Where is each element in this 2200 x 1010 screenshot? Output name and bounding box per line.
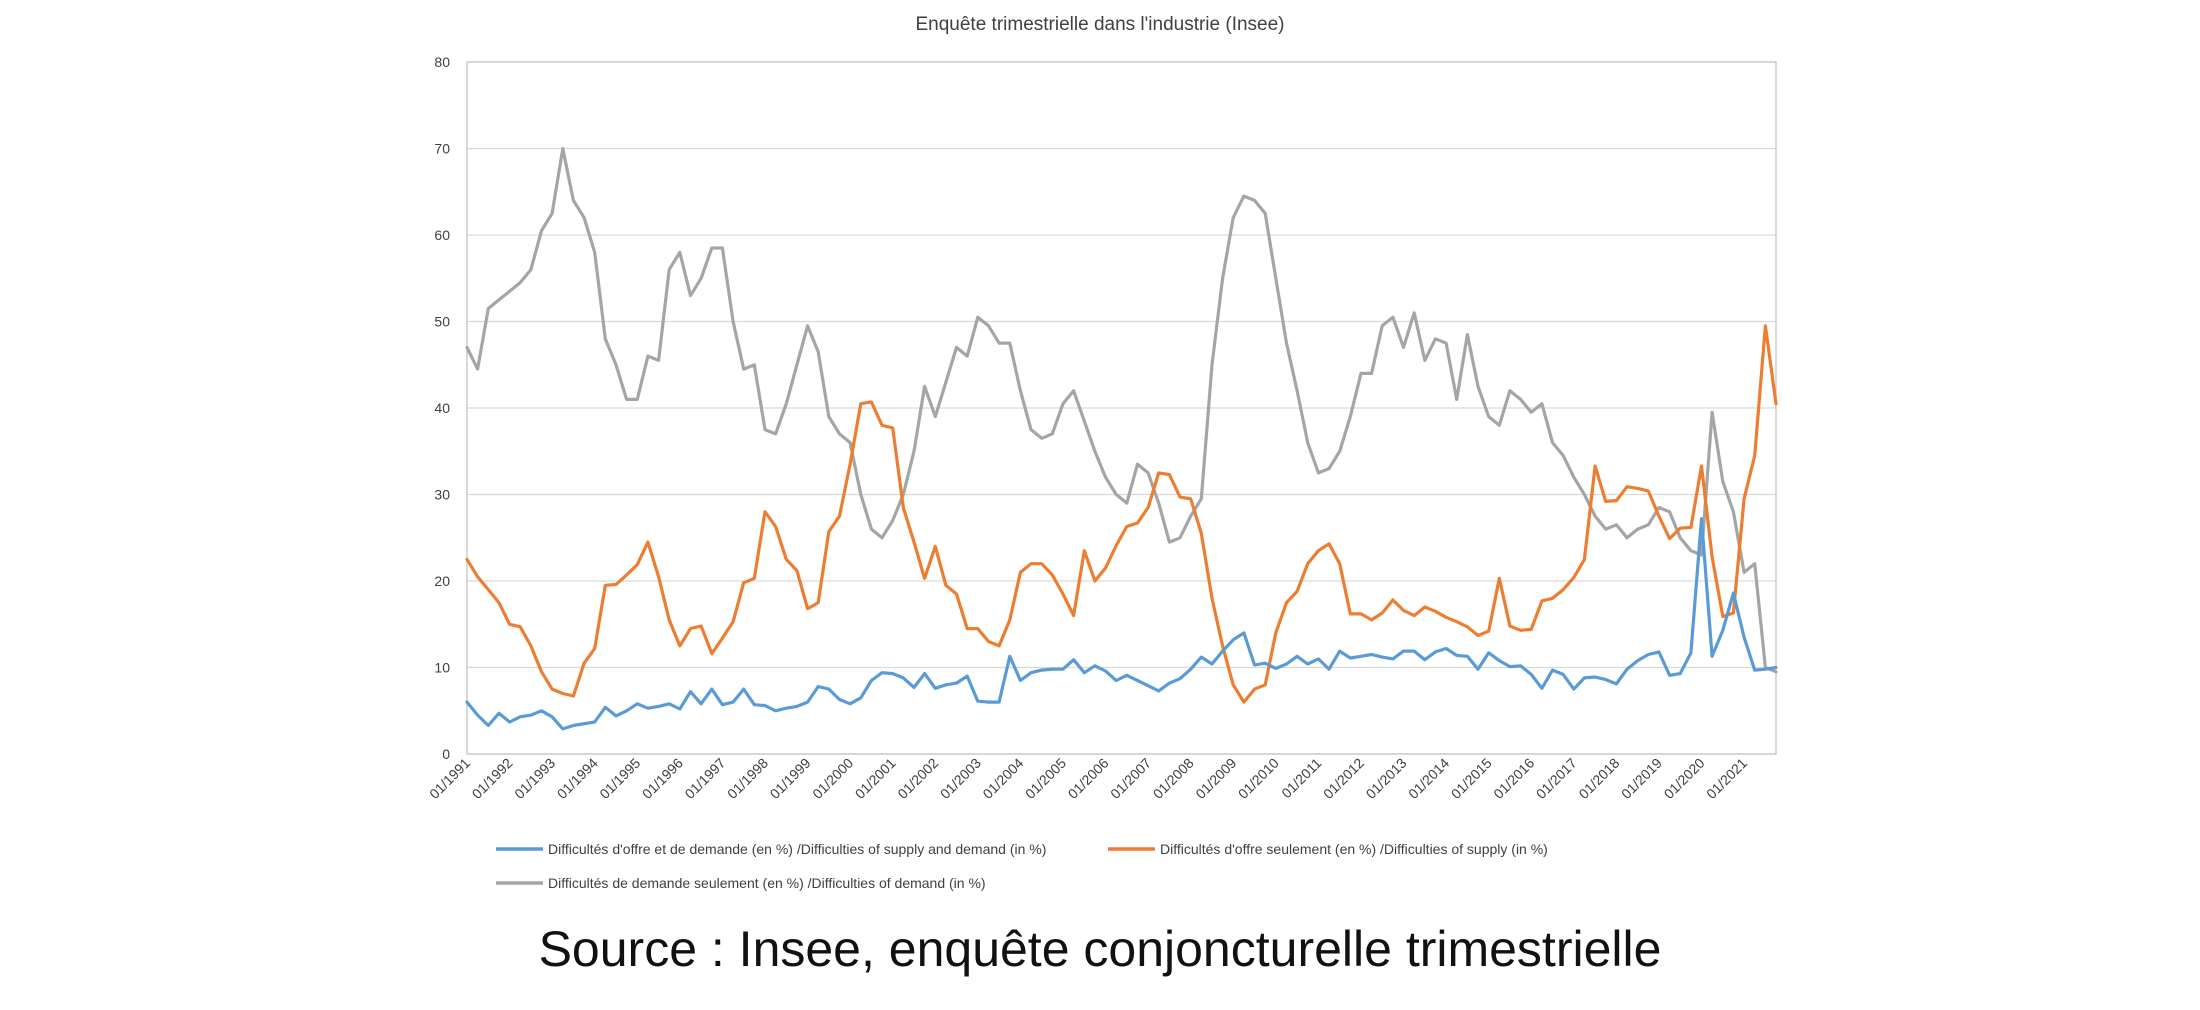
x-tick-label: 01/2012 [1320,755,1367,802]
x-tick-label: 01/1996 [639,755,686,802]
y-tick-label: 0 [442,746,450,762]
source-caption: Source : Insee, enquête conjoncturelle t… [538,921,1662,977]
x-tick-label: 01/2013 [1363,755,1410,802]
x-tick-label: 01/2009 [1192,755,1239,802]
x-tick-label: 01/2001 [852,755,899,802]
x-tick-label: 01/2014 [1405,755,1452,802]
y-tick-label: 60 [434,227,450,243]
x-tick-label: 01/2007 [1107,755,1154,802]
plot-frame [466,61,1777,755]
x-tick-label: 01/2019 [1618,755,1665,802]
legend: Difficultés d'offre et de demande (en %)… [496,841,1548,891]
series-supply-and-demand-line [465,517,1778,731]
y-tick-label: 10 [434,660,450,676]
x-tick-label: 01/2010 [1235,755,1282,802]
x-tick-label: 01/2015 [1448,755,1495,802]
y-tick-label: 70 [434,141,450,157]
chart-title: Enquête trimestrielle dans l'industrie (… [915,14,1284,35]
x-tick-label: 01/1992 [469,755,516,802]
x-tick-label: 01/2004 [979,755,1026,802]
x-tick-label: 01/1994 [554,755,601,802]
x-tick-label: 01/2020 [1661,755,1708,802]
legend-label-supply: Difficultés d'offre seulement (en %) /Di… [1160,841,1548,857]
x-tick-label: 01/2016 [1490,755,1537,802]
x-tick-label: 01/2006 [1065,755,1112,802]
y-tick-label: 40 [434,400,450,416]
x-tick-label: 01/1998 [724,755,771,802]
y-tick-label: 20 [434,573,450,589]
x-tick-label: 01/2005 [1022,755,1069,802]
x-tick-label: 01/2008 [1150,755,1197,802]
x-tick-label: 01/1993 [511,755,558,802]
x-tick-label: 01/2003 [937,755,984,802]
x-axis-tick-labels: 01/199101/199201/199301/199401/199501/19… [426,755,1750,802]
x-tick-label: 01/1997 [681,755,728,802]
y-tick-label: 30 [434,487,450,503]
x-tick-label: 01/1995 [596,755,643,802]
x-tick-label: 01/2011 [1278,755,1325,802]
x-tick-label: 01/2000 [809,755,856,802]
series-lines [465,146,1778,731]
x-tick-label: 01/1999 [767,755,814,802]
x-tick-label: 01/2002 [894,755,941,802]
y-tick-label: 80 [434,54,450,70]
x-tick-label: 01/2018 [1575,755,1622,802]
series-supply-line [465,324,1778,704]
series-demand-line [465,146,1778,674]
legend-label-supply-demand: Difficultés d'offre et de demande (en %)… [548,841,1046,857]
gridlines [466,61,1777,755]
y-axis-tick-labels: 0 10 20 30 40 50 60 70 80 [434,54,450,762]
y-tick-label: 50 [434,314,450,330]
x-tick-label: 01/2017 [1533,755,1580,802]
legend-label-demand: Difficultés de demande seulement (en %) … [548,875,986,891]
x-tick-label: 01/2021 [1703,755,1750,802]
